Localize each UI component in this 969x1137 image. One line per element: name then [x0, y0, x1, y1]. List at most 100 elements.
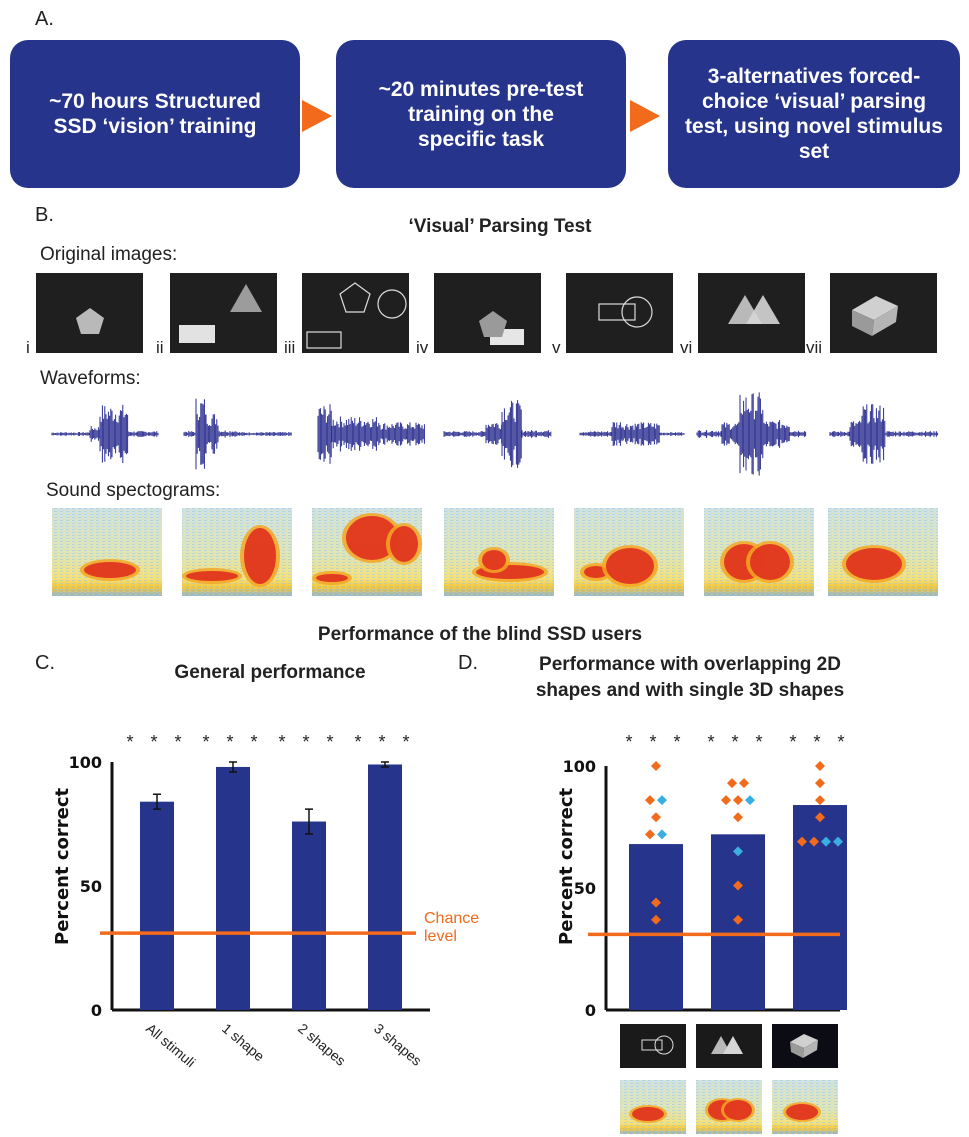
spectrogram-2	[182, 508, 292, 596]
chart-d-data-point	[745, 795, 755, 806]
spectrogram-5	[574, 508, 684, 596]
chart-c-significance: * * *	[202, 732, 263, 752]
waveform-4	[443, 400, 552, 468]
flow-step-1-text: ~70 hours Structured SSD ‘vision’ traini…	[49, 90, 261, 138]
spectrogram-6	[704, 508, 814, 596]
waveform-3	[317, 404, 425, 464]
chart-d-thumb-1	[620, 1024, 686, 1068]
flow-arrow-1	[302, 100, 332, 132]
chart-d-bar	[793, 805, 847, 1010]
flow-step-1: ~70 hours Structured SSD ‘vision’ traini…	[10, 40, 300, 188]
chart-d-ytick: 50	[574, 879, 596, 898]
waveform-6	[696, 392, 807, 476]
chart-c-category-label: 3 shapes	[371, 1020, 425, 1069]
chart-d-significance: * * *	[707, 732, 768, 752]
chart-d-thumb-3	[772, 1024, 838, 1068]
chart-d-data-point	[657, 795, 667, 806]
waveform-2	[183, 398, 292, 470]
panel-d-title-line2: shapes and with single 3D shapes	[535, 680, 845, 701]
image-label-v: v	[552, 338, 561, 357]
panel-d-title: Performance with overlapping 2D shapes a…	[490, 652, 890, 704]
waveform-1	[51, 404, 159, 464]
spectrogram-4	[444, 508, 554, 596]
chart-c-bar	[216, 766, 250, 1010]
chart-d-ytick: 100	[563, 757, 596, 776]
waveform-5	[579, 422, 685, 446]
chart-d-data-point	[815, 778, 825, 789]
image-iv-thumb	[434, 273, 541, 353]
chart-d-ylabel: Percent correct	[556, 787, 577, 945]
image-label-ii: ii	[156, 338, 164, 357]
image-label-iii: iii	[284, 338, 296, 357]
chart-d-data-point	[733, 880, 743, 891]
chart-c-ytick: 50	[80, 877, 102, 896]
panel-b-label: B.	[35, 204, 54, 226]
image-label-vii: vii	[806, 338, 823, 357]
chart-d-thumb-2	[696, 1024, 762, 1068]
chart-d-data-point	[821, 836, 831, 847]
chart-c-category-label: 1 shape	[219, 1020, 268, 1064]
chart-d-data-point	[651, 812, 661, 823]
image-label-i: i	[26, 338, 30, 357]
flow-arrow-2	[630, 100, 660, 132]
flow-step-3-text: 3-alternatives forced-choice ‘visual’ pa…	[685, 65, 943, 163]
chart-d-data-point	[651, 761, 661, 771]
chart-d-data-point	[815, 761, 825, 771]
image-label-vi: vi	[680, 338, 693, 357]
panel-a-label: A.	[35, 8, 54, 30]
chart-d-data-point	[739, 778, 749, 789]
waveforms-row	[51, 392, 939, 476]
chart-c-ylabel: Percent correct	[52, 787, 73, 945]
chart-d-data-point	[727, 778, 737, 789]
chart-c-ytick: 100	[69, 753, 102, 772]
panel-d-label: D.	[458, 652, 478, 674]
chart-d-bar	[629, 844, 683, 1010]
image-vii-thumb	[830, 273, 937, 353]
chart-d-data-point	[733, 846, 743, 857]
spectrogram-3	[312, 508, 422, 596]
panel-c-title: General performance	[174, 662, 366, 683]
chart-c-ytick: 0	[91, 1001, 102, 1020]
chart-d-data-point	[733, 812, 743, 823]
chart-d-data-point	[651, 897, 661, 908]
chart-d: 0 50 100 * * * * * * * * *	[563, 732, 850, 1134]
chart-c-bar	[368, 764, 402, 1010]
chart-d-data-point	[733, 914, 743, 925]
chart-d-spectrogram-2	[696, 1080, 762, 1134]
chart-c-category-label: All stimuli	[143, 1020, 199, 1070]
chart-d-data-point	[645, 829, 655, 840]
chance-label-line2: level	[424, 928, 457, 945]
chart-d-data-point	[815, 795, 825, 806]
image-v-thumb	[566, 273, 673, 353]
chart-d-significance: * * *	[789, 732, 850, 752]
flow-step-3: 3-alternatives forced-choice ‘visual’ pa…	[668, 40, 960, 188]
image-vi-thumb	[698, 273, 805, 353]
flow-step-2: ~20 minutes pre-test training on the spe…	[336, 40, 626, 188]
chance-level-label: Chance level	[424, 910, 479, 946]
chart-c-bar	[292, 821, 326, 1010]
chart-d-data-point	[721, 795, 731, 806]
chart-d-data-point	[815, 812, 825, 823]
chart-c-significance: * * *	[354, 732, 415, 752]
original-images-row	[36, 273, 937, 353]
chart-c-significance: * * *	[278, 732, 339, 752]
chart-d-spectrogram-3	[772, 1080, 838, 1134]
original-images-label: Original images:	[40, 244, 178, 265]
flow-step-2-text: ~20 minutes pre-test training on the spe…	[378, 77, 584, 151]
spectrogram-1	[52, 508, 162, 596]
chart-d-data-point	[733, 795, 743, 806]
panel-d-title-line1: Performance with overlapping 2D	[539, 654, 841, 675]
chart-d-data-point	[645, 795, 655, 806]
chart-d-significance: * * *	[625, 732, 686, 752]
panel-c-label: C.	[35, 652, 55, 674]
image-ii-thumb	[170, 273, 277, 353]
image-iii-thumb	[302, 273, 409, 353]
chart-d-data-point	[833, 836, 843, 847]
chart-d-data-point	[797, 836, 807, 847]
chart-c: 0 50 100 * * * All stimuli * * * 1 shape * * * 2…	[69, 732, 430, 1070]
chart-c-category-label: 2 shapes	[295, 1020, 349, 1069]
chart-c-bar	[140, 801, 174, 1010]
chart-d-data-point	[657, 829, 667, 840]
waveform-7	[829, 404, 939, 464]
chart-d-ytick: 0	[585, 1001, 596, 1020]
